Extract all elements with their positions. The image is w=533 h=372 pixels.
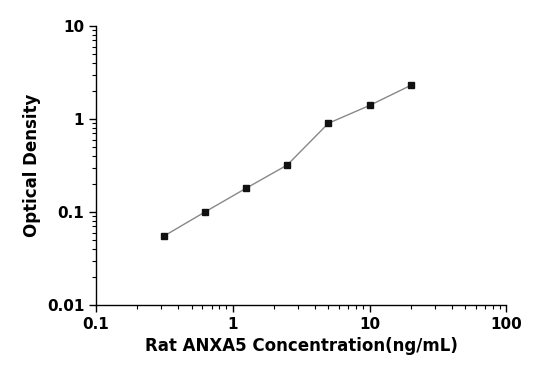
Y-axis label: Optical Density: Optical Density: [23, 94, 41, 237]
X-axis label: Rat ANXA5 Concentration(ng/mL): Rat ANXA5 Concentration(ng/mL): [144, 337, 458, 355]
